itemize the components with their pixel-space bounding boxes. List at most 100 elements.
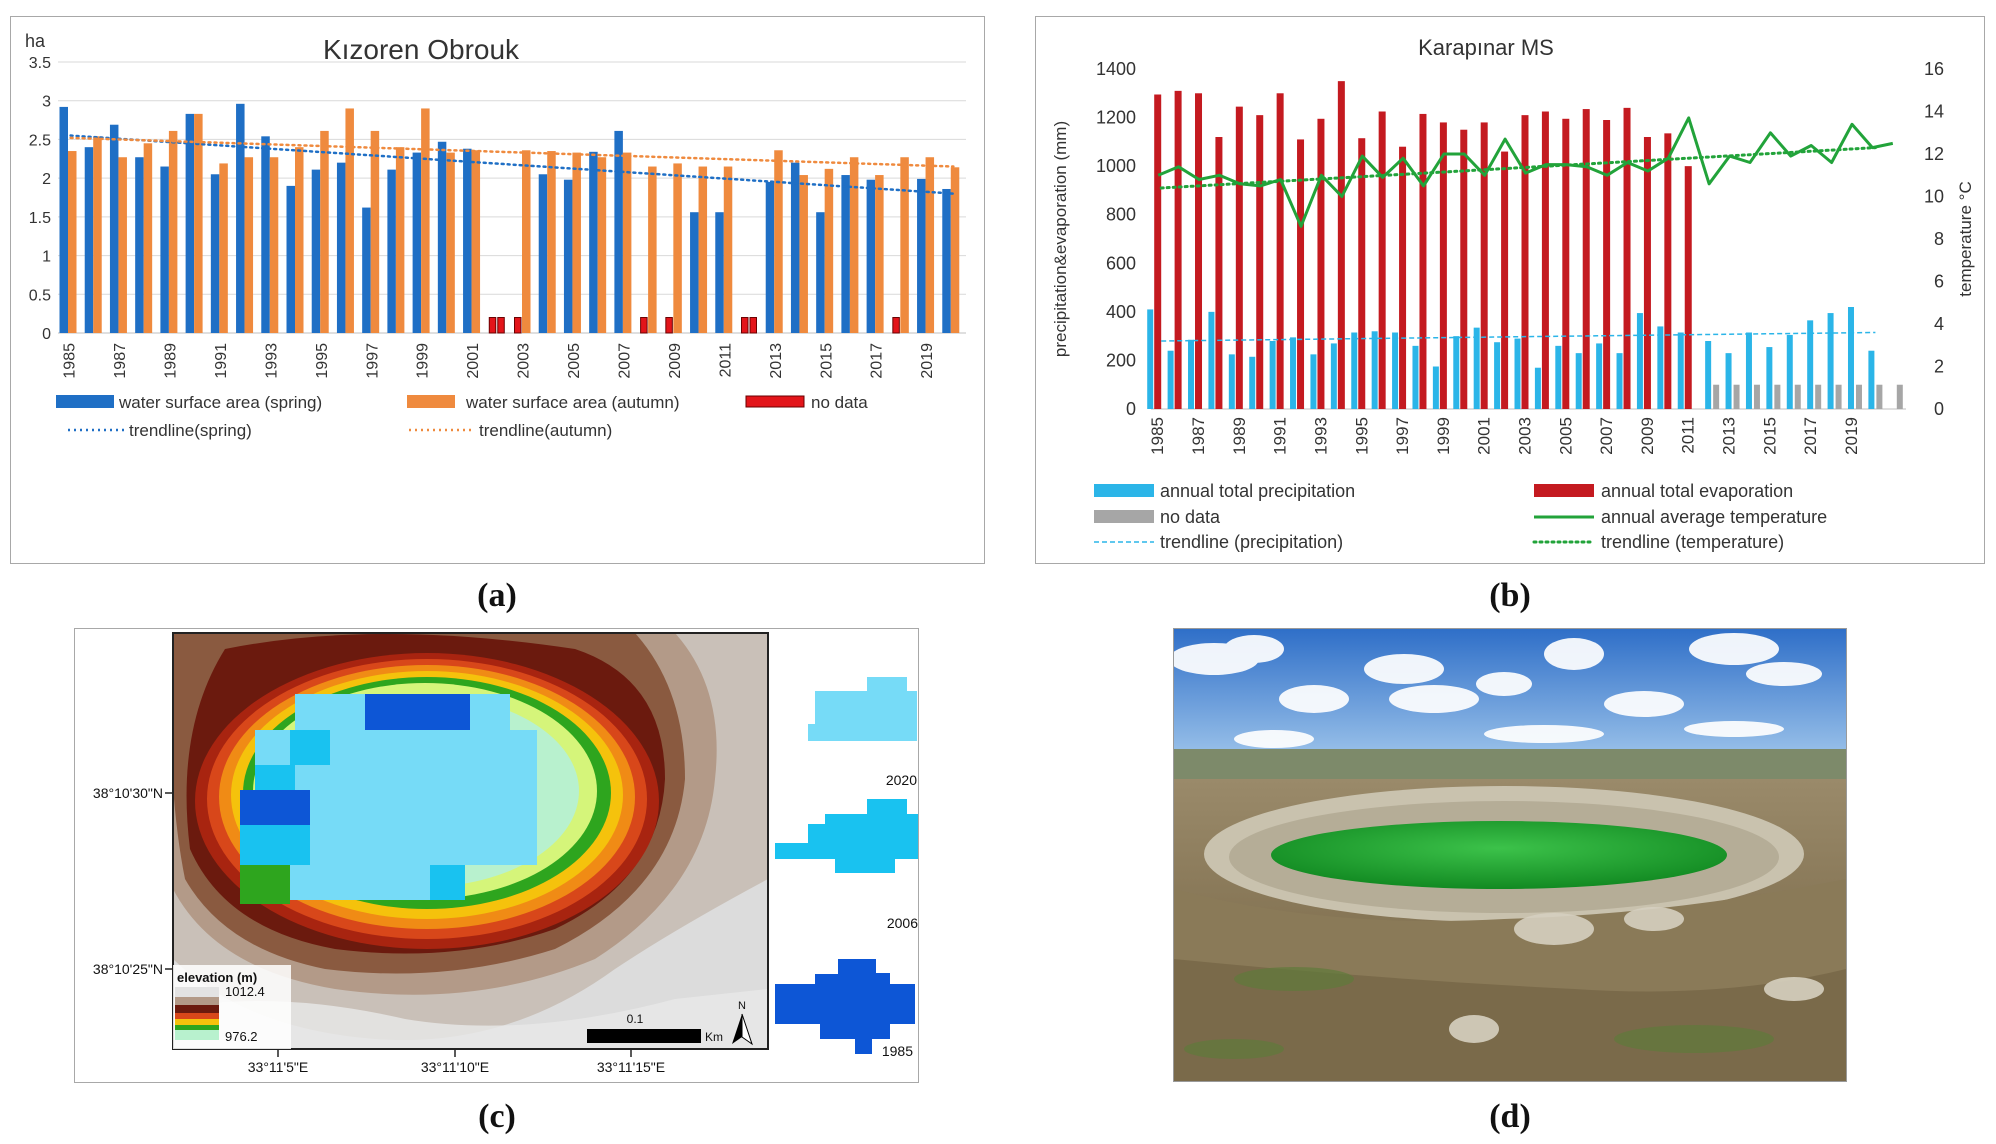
x-tick-label: 2001: [1475, 417, 1494, 455]
x-tick-label: 2005: [1556, 417, 1575, 455]
legend-swatch-spring: [56, 395, 114, 408]
bar-precipitation: [1494, 342, 1501, 409]
x-tick-label: 2009: [667, 343, 684, 379]
bar-evaporation: [1643, 137, 1651, 409]
bar-spring: [917, 178, 926, 333]
bar-autumn: [547, 151, 556, 333]
x-tick-label: 1985: [62, 343, 79, 379]
bar-evaporation: [1235, 106, 1243, 410]
trendline-precipitation: [1161, 331, 1876, 342]
bar-autumn: [345, 108, 354, 333]
legend-min: 976.2: [225, 1029, 258, 1044]
bar-evaporation: [1256, 115, 1264, 410]
bar-spring: [59, 106, 68, 333]
bar-autumn: [698, 166, 708, 333]
bar-autumn: [370, 130, 380, 333]
lon-label: 33°11'5"E: [248, 1059, 308, 1075]
bar-precipitation: [1705, 341, 1712, 409]
y-tick-label: 200: [1106, 350, 1136, 370]
bar-spring: [463, 148, 472, 333]
x-tick-label: 1993: [263, 343, 280, 379]
chart-a-svg: Kızoren Obrouk ha 3.5 3 2.5 2 1.5 1 0.5 0 1985 1987…: [25, 31, 966, 440]
north-arrow: N: [732, 1000, 753, 1046]
bar-evaporation: [1337, 81, 1345, 410]
bar-no-data: [1835, 384, 1842, 409]
bar-spring: [765, 182, 775, 333]
y-tick-label: 1200: [1096, 108, 1136, 128]
bar-autumn: [572, 152, 581, 333]
bar-evaporation: [1195, 93, 1203, 410]
legend-label: annual total precipitation: [1160, 481, 1355, 501]
y2-tick-label: 6: [1934, 272, 1944, 292]
legend-label: trendline (precipitation): [1160, 532, 1343, 552]
bar-autumn: [622, 152, 632, 333]
legend-label: annual average temperature: [1601, 507, 1827, 527]
bar-autumn: [875, 175, 884, 333]
north-label: N: [738, 1000, 746, 1012]
bar-autumn: [597, 157, 607, 333]
x-tick-label: 1999: [1434, 417, 1453, 455]
bar-autumn: [774, 150, 783, 333]
y-tick-label: 0: [1126, 399, 1136, 419]
bar-autumn: [118, 157, 127, 333]
legend-label: no data: [1160, 507, 1221, 527]
bar-spring: [210, 174, 220, 333]
x-tick-label: 1987: [1189, 417, 1208, 455]
bar-precipitation: [1514, 338, 1521, 409]
y2-tick-label: 4: [1934, 314, 1944, 334]
bar-no-data: [1713, 384, 1720, 409]
x-tick-label: 2015: [1760, 417, 1779, 455]
x-tick-label: 1987: [112, 343, 129, 379]
outline-2020: 2020: [808, 677, 917, 788]
y-tick-label: 1400: [1096, 59, 1136, 79]
bar-evaporation: [1215, 137, 1223, 409]
y2-tick-label: 8: [1934, 229, 1944, 249]
x-tick-label: 2017: [1801, 417, 1820, 455]
bar-autumn: [849, 157, 859, 333]
bar-spring: [412, 152, 422, 333]
caption-c: (c): [478, 1098, 516, 1135]
bar-precipitation: [1351, 332, 1358, 409]
outline-1985: 1985: [775, 959, 915, 1059]
bar-no-data: [741, 317, 749, 334]
legend-title: elevation (m): [177, 970, 257, 985]
line-temperature: [1157, 116, 1894, 228]
bar-autumn: [446, 152, 455, 333]
bar-precipitation: [1616, 353, 1623, 409]
bar-no-data: [1794, 384, 1801, 409]
x-tick-label: 1989: [163, 343, 180, 379]
lat-label: 38°10'25"N: [93, 961, 163, 977]
bar-spring: [816, 212, 825, 333]
bar-precipitation: [1290, 337, 1297, 409]
caption-d: (d): [1489, 1098, 1531, 1135]
bar-precipitation: [1807, 320, 1814, 409]
x-tick-label: 1993: [1311, 417, 1330, 455]
map-frame: [172, 632, 769, 1050]
bar-evaporation: [1297, 139, 1305, 409]
y2-tick-label: 14: [1924, 102, 1944, 122]
bar-spring: [185, 113, 195, 334]
lon-label: 33°11'10"E: [421, 1059, 489, 1075]
bar-autumn: [950, 167, 960, 333]
x-tick-label: 1995: [1352, 417, 1371, 455]
bar-precipitation: [1575, 353, 1582, 409]
bar-spring: [614, 130, 623, 333]
bar-evaporation: [1174, 90, 1182, 409]
bar-autumn: [799, 175, 808, 333]
caption-a: (a): [477, 577, 517, 614]
bar-autumn: [723, 166, 733, 333]
bar-precipitation: [1412, 345, 1419, 409]
y-tick-label: 0.5: [29, 287, 51, 304]
lon-label: 33°11'15"E: [597, 1059, 665, 1075]
legend-swatch-evaporation: [1534, 484, 1594, 497]
bar-spring: [160, 166, 169, 333]
caption-b: (b): [1489, 577, 1531, 614]
chart-b-panel: Karapınar MS 1400 1200 1000 800 600 400 200 0 16 1…: [1035, 16, 1985, 564]
chart-b-title: Karapınar MS: [1418, 35, 1554, 60]
x-tick-label: 2011: [1679, 417, 1698, 454]
bar-precipitation: [1330, 343, 1337, 409]
bar-autumn: [93, 136, 102, 333]
x-tick-label: 2015: [818, 343, 835, 379]
legend-swatch-no-data: [745, 395, 805, 408]
bar-precipitation: [1636, 313, 1643, 409]
